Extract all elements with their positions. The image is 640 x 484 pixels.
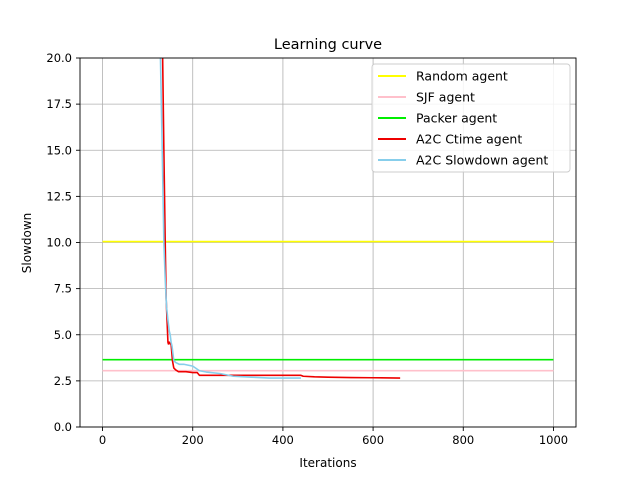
legend-label-1: SJF agent	[416, 90, 475, 105]
x-tick-label: 400	[272, 433, 294, 447]
x-tick-label: 1000	[539, 433, 568, 447]
chart-title: Learning curve	[274, 37, 382, 53]
y-tick-label: 17.5	[46, 97, 72, 111]
legend-label-0: Random agent	[416, 69, 508, 84]
x-tick-label: 600	[362, 433, 384, 447]
legend: Random agent SJF agent Packer agent A2C Cti…	[371, 63, 571, 173]
ticks: 0 200 400 600 800 1000 0.0 2.5 5.0 7.5 10.0 12.5 15.…	[46, 51, 568, 447]
x-axis-label: Iterations	[299, 456, 356, 470]
y-tick-label: 15.0	[46, 143, 72, 157]
series-lines	[102, 58, 554, 379]
y-tick-label: 20.0	[46, 51, 72, 65]
legend-label-4: A2C Slowdown agent	[416, 153, 548, 168]
y-tick-label: 5.0	[54, 328, 72, 342]
y-axis-label: Slowdown	[20, 213, 34, 274]
legend-label-3: A2C Ctime agent	[416, 132, 522, 147]
y-tick-label: 12.5	[46, 189, 72, 203]
y-tick-label: 10.0	[46, 236, 72, 250]
y-tick-label: 7.5	[54, 282, 72, 296]
series-line-3	[161, 58, 401, 379]
y-tick-label: 2.5	[54, 374, 72, 388]
series-line-4	[159, 58, 301, 379]
x-tick-label: 0	[99, 433, 106, 447]
x-tick-label: 200	[182, 433, 204, 447]
legend-box	[371, 63, 571, 173]
legend-label-2: Packer agent	[416, 111, 497, 126]
x-tick-label: 800	[452, 433, 474, 447]
y-tick-label: 0.0	[54, 420, 72, 434]
